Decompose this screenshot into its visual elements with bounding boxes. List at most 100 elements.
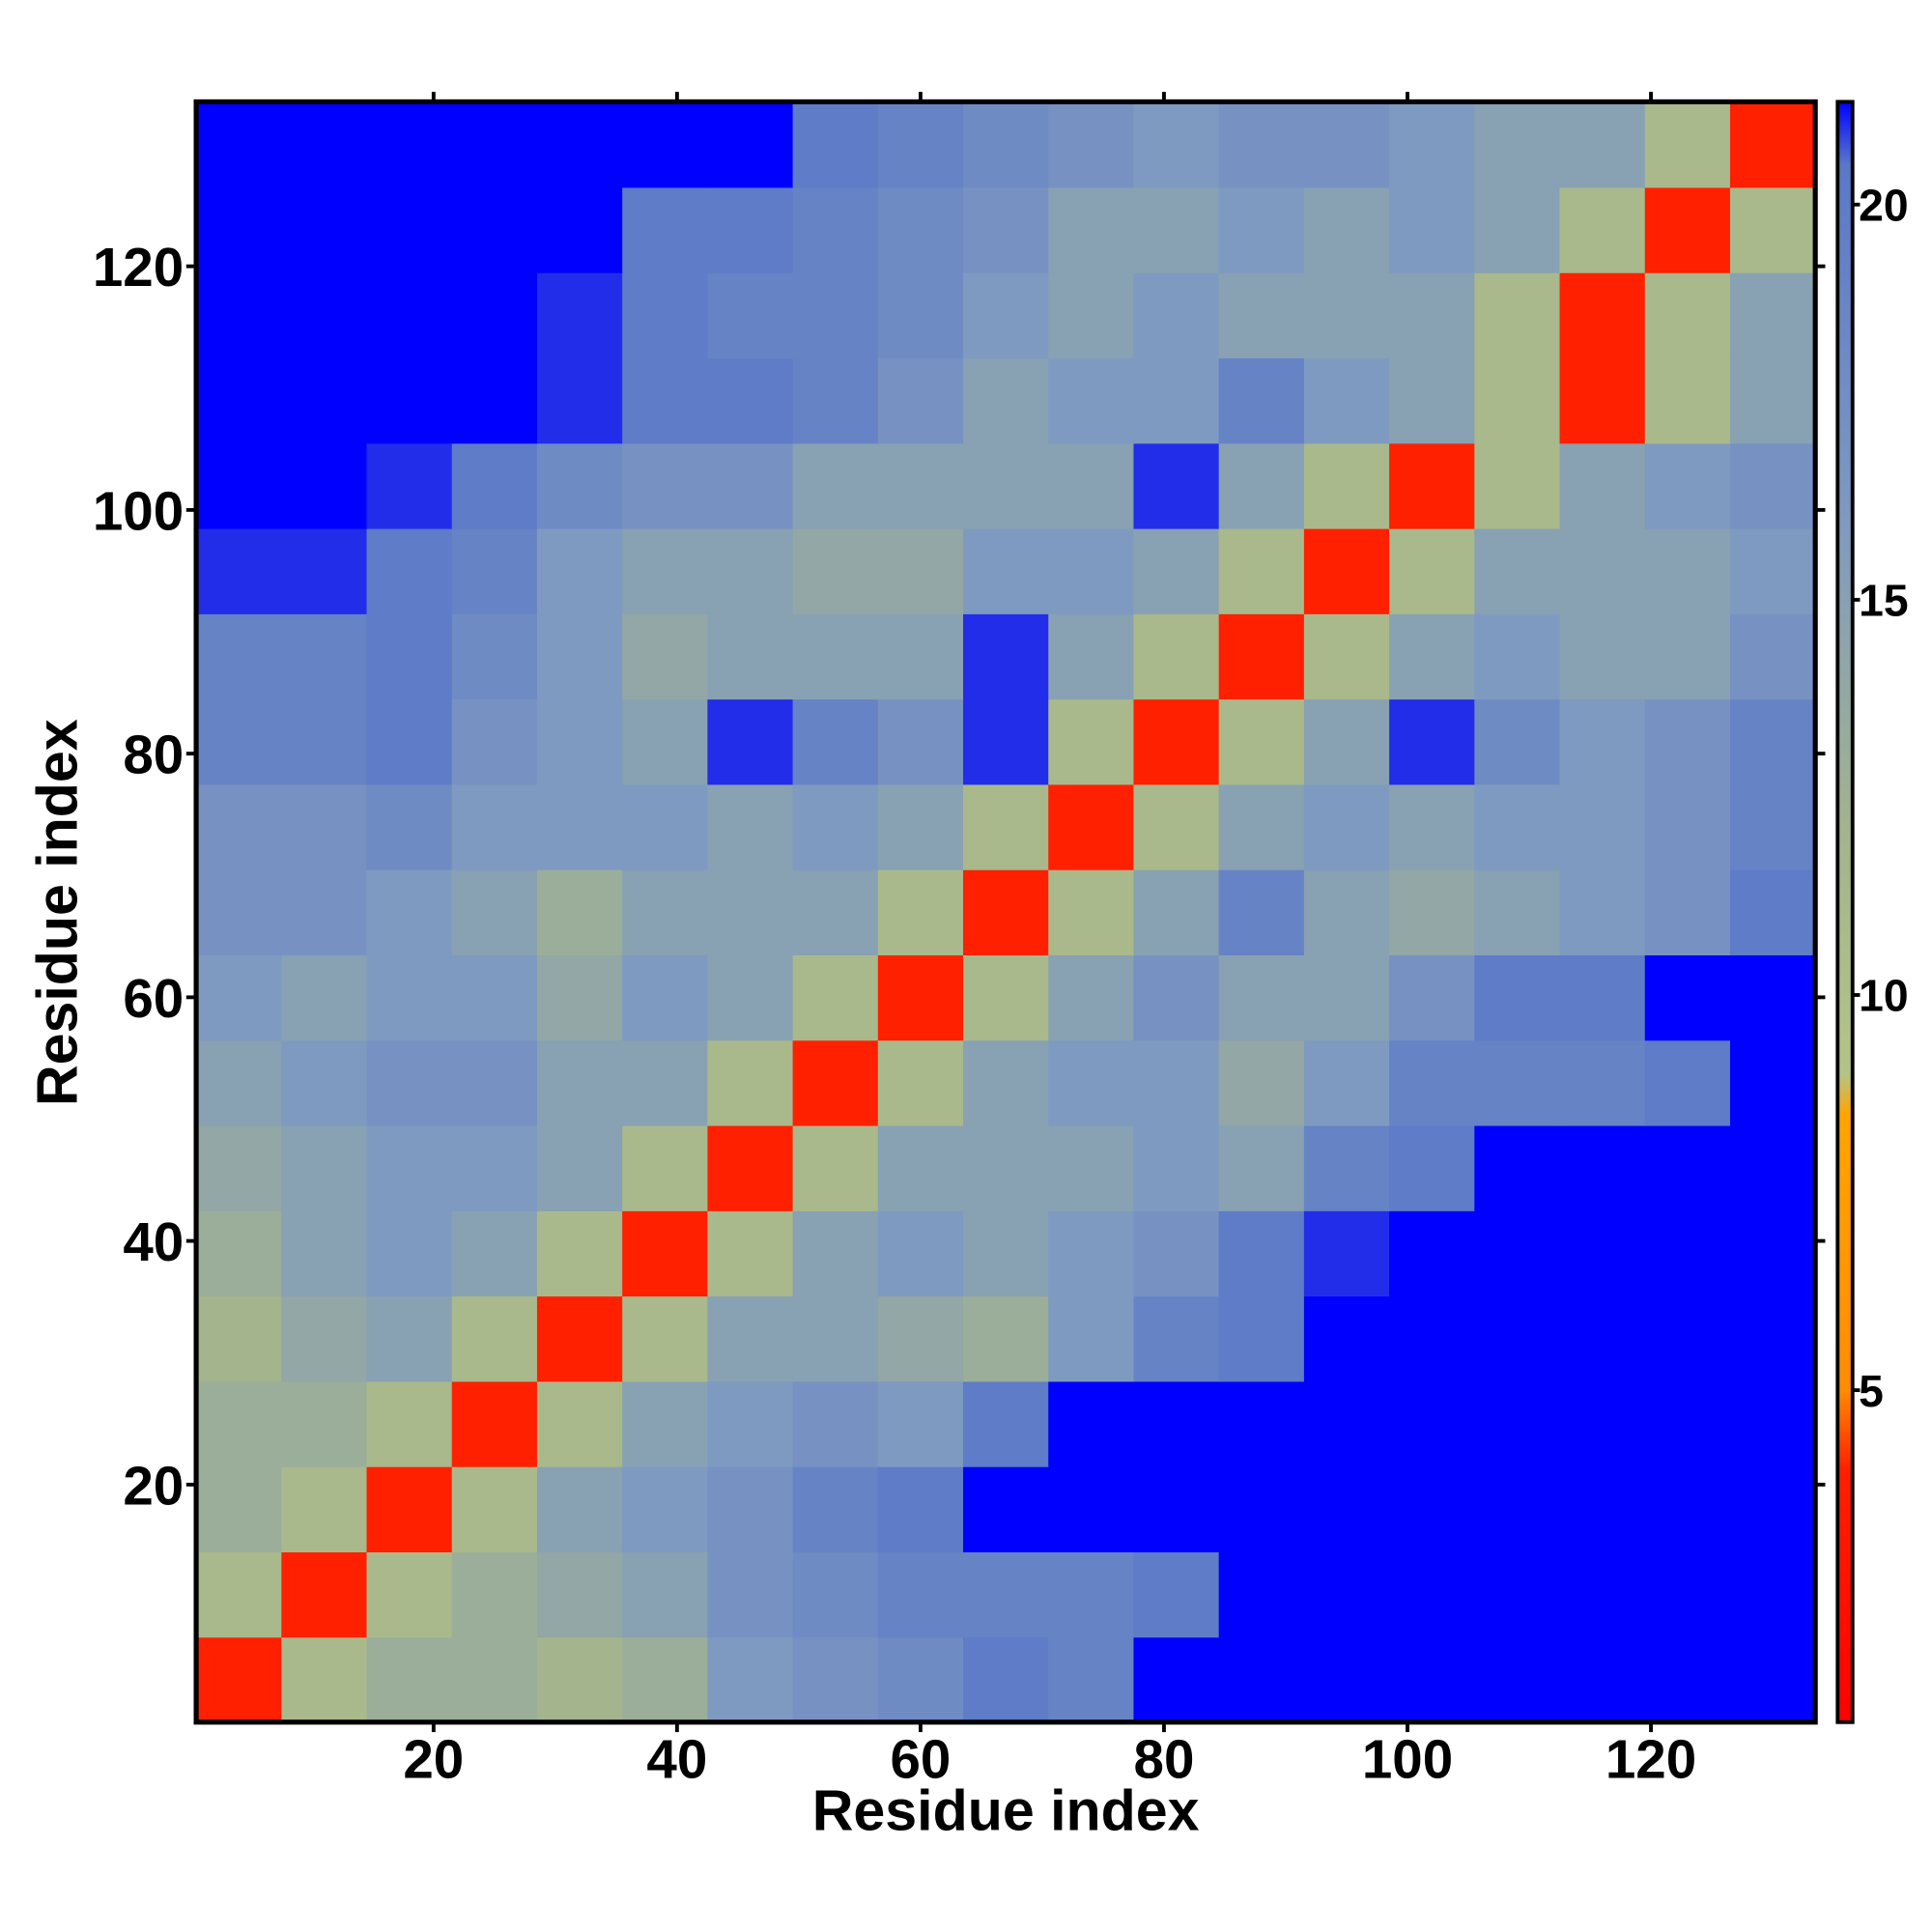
heatmap-cell <box>1218 783 1305 870</box>
heatmap-cell <box>1389 613 1476 700</box>
heatmap-cell <box>707 1210 794 1297</box>
heatmap-cell <box>1644 698 1731 785</box>
heatmap-cell <box>1303 1295 1390 1382</box>
heatmap-cell <box>963 698 1050 785</box>
heatmap-cell <box>1303 271 1390 359</box>
heatmap-cell <box>196 783 283 870</box>
heatmap-cell <box>1729 1124 1816 1211</box>
heatmap-cell <box>366 1465 453 1552</box>
heatmap-cell <box>536 271 623 359</box>
heatmap-cell <box>366 527 453 614</box>
heatmap-cell <box>451 1380 538 1467</box>
heatmap-cell <box>1474 357 1561 444</box>
y-axis-label: Residue index <box>25 719 90 1106</box>
heatmap-cell <box>792 1210 879 1297</box>
heatmap-cell <box>622 442 709 529</box>
heatmap-cell <box>1389 1551 1476 1638</box>
heatmap-cell <box>707 1551 794 1638</box>
heatmap-cell <box>963 1380 1050 1467</box>
heatmap-cell <box>1559 954 1646 1041</box>
heatmap-cell <box>451 101 538 188</box>
heatmap-cell <box>1559 1124 1646 1211</box>
heatmap-cell <box>1644 101 1731 188</box>
heatmap-cell <box>1389 698 1476 785</box>
heatmap-cell <box>792 357 879 444</box>
heatmap-cell <box>1048 783 1135 870</box>
heatmap-cell <box>1303 868 1390 956</box>
heatmap-cell <box>1559 357 1646 444</box>
heatmap-cell <box>196 1039 283 1126</box>
heatmap-cell <box>1218 186 1305 273</box>
heatmap-cell <box>536 101 623 188</box>
x-tick-label: 20 <box>403 1729 464 1790</box>
heatmap-cell <box>1559 613 1646 700</box>
heatmap-cell <box>281 357 368 444</box>
heatmap-cell <box>792 783 879 870</box>
x-axis-label: Residue index <box>812 1778 1200 1843</box>
heatmap-cell <box>196 1551 283 1638</box>
heatmap-cell <box>1644 271 1731 359</box>
heatmap-cell <box>451 1551 538 1638</box>
heatmap-cell <box>1303 1551 1390 1638</box>
heatmap-cell <box>536 698 623 785</box>
heatmap-cell <box>1218 868 1305 956</box>
heatmap-cell <box>707 1124 794 1211</box>
heatmap-cell <box>1303 613 1390 700</box>
heatmap-cell <box>1559 783 1646 870</box>
heatmap-cell <box>877 442 964 529</box>
heatmap-cell <box>451 1295 538 1382</box>
heatmap-cell <box>196 1380 283 1467</box>
heatmap-cell <box>1218 1039 1305 1126</box>
heatmap-cell <box>963 1295 1050 1382</box>
heatmap-cell <box>622 527 709 614</box>
heatmap-cell <box>1389 1636 1476 1723</box>
heatmap-cell <box>366 357 453 444</box>
heatmap-cell <box>1474 1636 1561 1723</box>
heatmap-cell <box>536 1551 623 1638</box>
heatmap-cell <box>196 954 283 1041</box>
heatmap-cell <box>366 1380 453 1467</box>
heatmap-cell <box>792 527 879 614</box>
heatmap-cell <box>1133 1551 1220 1638</box>
heatmap-cell <box>1218 698 1305 785</box>
heatmap-cell <box>1303 1636 1390 1723</box>
heatmap-cell <box>366 442 453 529</box>
heatmap-cell <box>1389 1124 1476 1211</box>
x-tick-label: 120 <box>1605 1729 1696 1790</box>
heatmap-cell <box>1644 1295 1731 1382</box>
heatmap-cell <box>1729 1636 1816 1723</box>
heatmap-cell <box>877 868 964 956</box>
heatmap-cell <box>707 101 794 188</box>
heatmap-cell <box>1644 1124 1731 1211</box>
heatmap-cell <box>366 186 453 273</box>
heatmap-cell <box>1644 1210 1731 1297</box>
heatmap-cell <box>877 1551 964 1638</box>
heatmap-cell <box>1389 1380 1476 1467</box>
heatmap-cell <box>1133 1210 1220 1297</box>
heatmap-cell <box>451 186 538 273</box>
heatmap-cell <box>1218 1465 1305 1552</box>
heatmap-cell <box>196 1124 283 1211</box>
heatmap-cell <box>877 1039 964 1126</box>
heatmap-cell <box>1218 1295 1305 1382</box>
heatmap-cell <box>1389 271 1476 359</box>
x-tick-label: 100 <box>1362 1729 1453 1790</box>
heatmap-cell <box>1729 613 1816 700</box>
heatmap-cell <box>1303 783 1390 870</box>
heatmap-cell <box>1559 271 1646 359</box>
heatmap-cell <box>1389 1465 1476 1552</box>
heatmap-cell <box>1474 527 1561 614</box>
heatmap-cell <box>622 1551 709 1638</box>
heatmap-cell <box>281 1039 368 1126</box>
heatmap-cell <box>1133 1380 1220 1467</box>
heatmap-cell <box>1048 868 1135 956</box>
heatmap-cell <box>1559 1210 1646 1297</box>
heatmap-cell <box>1303 527 1390 614</box>
heatmap-cell <box>1474 271 1561 359</box>
heatmap-cell <box>1133 357 1220 444</box>
heatmap-cell <box>536 1295 623 1382</box>
heatmap-cell <box>281 442 368 529</box>
heatmap-cell <box>1474 186 1561 273</box>
heatmap-cell <box>1048 1380 1135 1467</box>
heatmap-cell <box>1644 613 1731 700</box>
